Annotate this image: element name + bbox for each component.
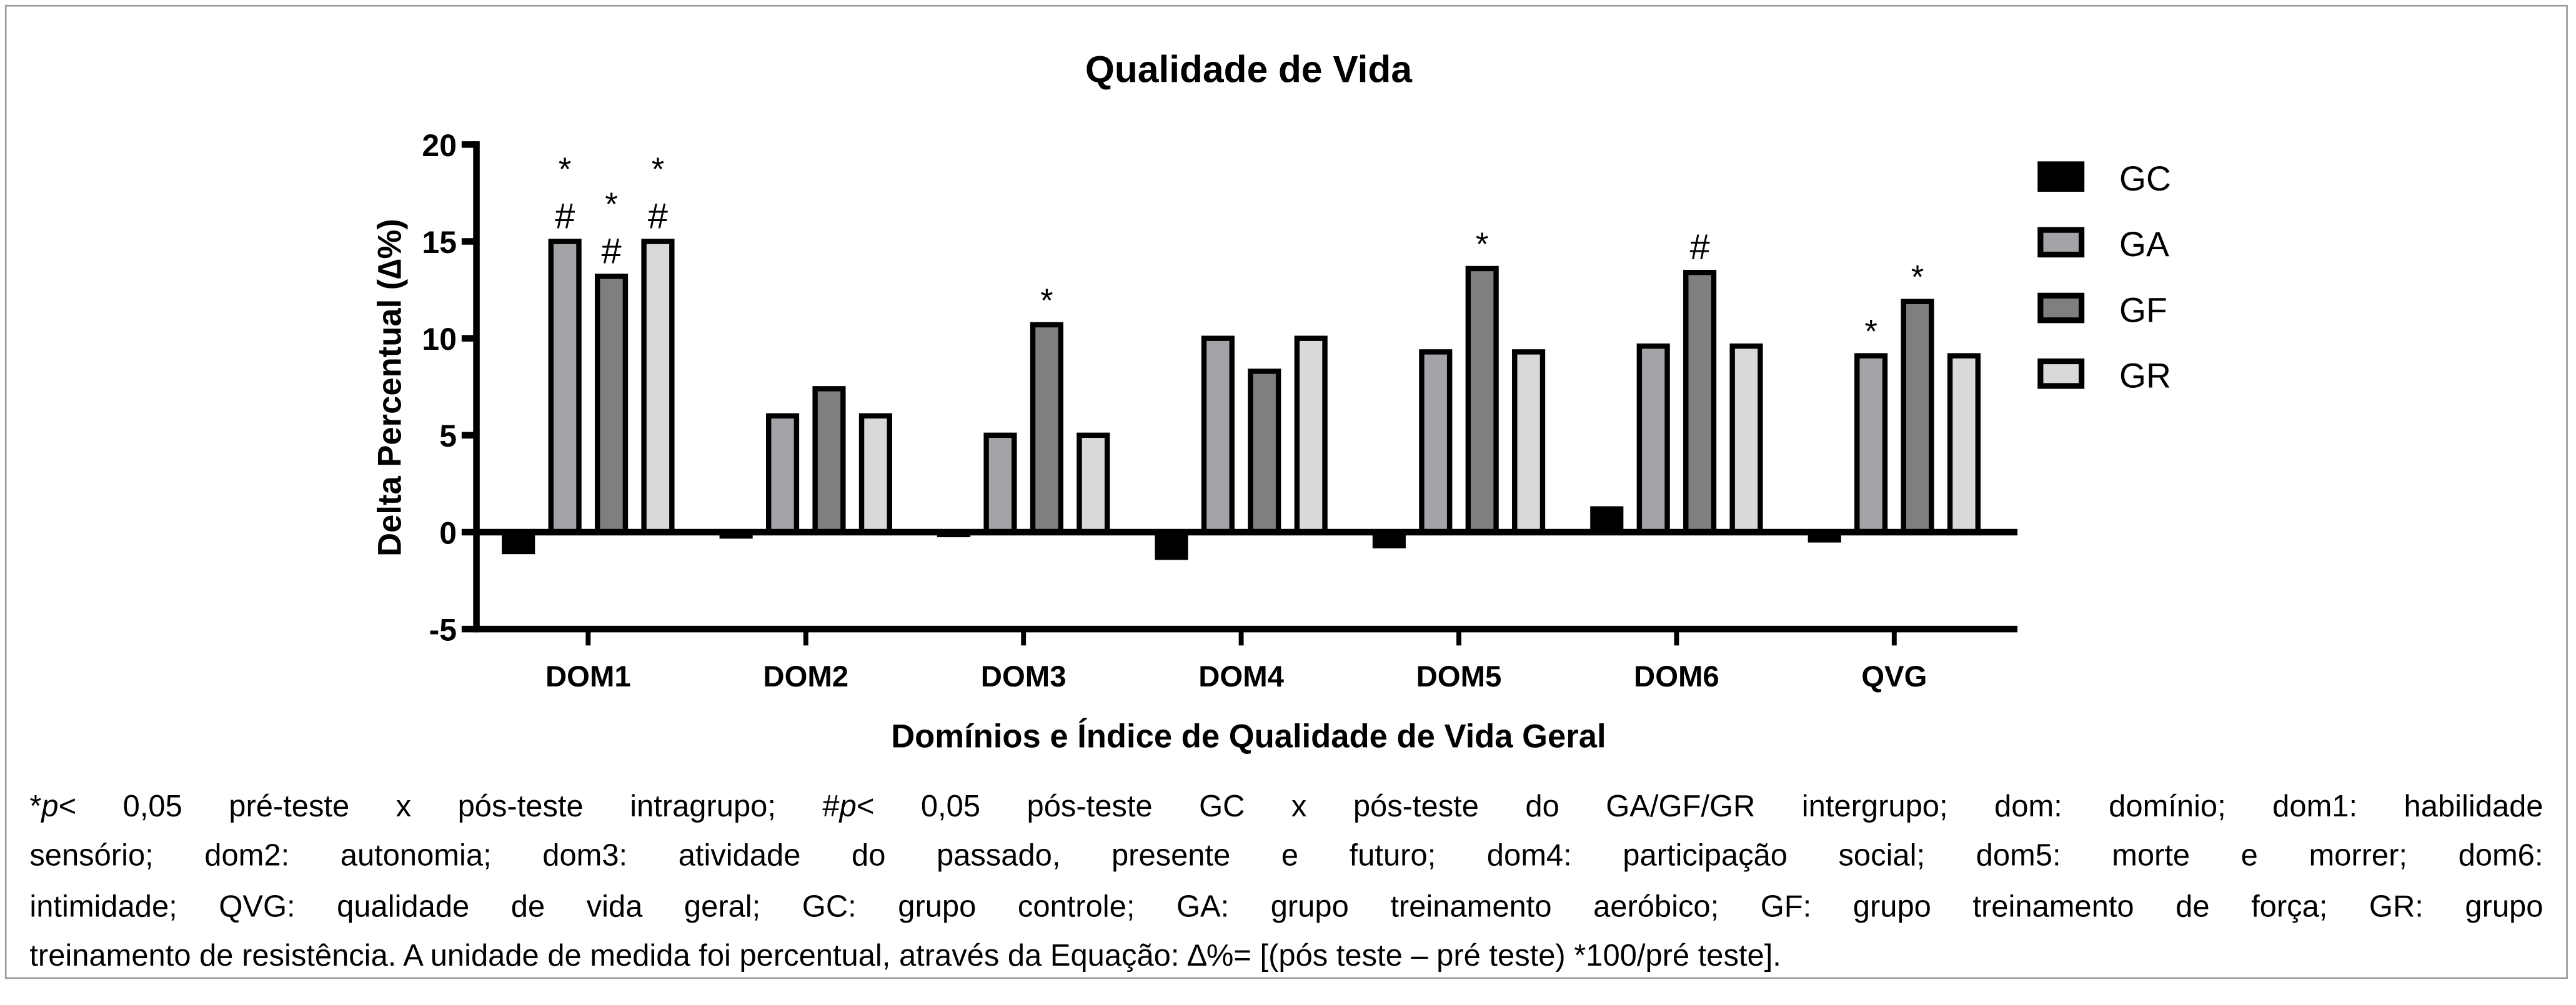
legend-label-ga: GA bbox=[2119, 225, 2169, 264]
x-tick-label: DOM6 bbox=[1634, 660, 1719, 693]
caption-italic-p: p bbox=[839, 788, 857, 823]
legend-swatch-gr bbox=[2037, 358, 2085, 389]
bar-ga-dom6 bbox=[1636, 343, 1670, 535]
caption-italic-p: p bbox=[41, 788, 59, 823]
bar-ga-qvg bbox=[1854, 353, 1888, 535]
caption-text: * bbox=[29, 788, 42, 823]
bar-gf-dom5 bbox=[1465, 265, 1499, 535]
bar-gr-qvg bbox=[1947, 353, 1981, 535]
bar-ga-dom1 bbox=[548, 239, 582, 535]
significance-hash: # bbox=[1690, 227, 1710, 267]
significance-asterisk: * bbox=[1040, 282, 1053, 319]
bar-gr-dom4 bbox=[1294, 335, 1328, 535]
legend-label-gc: GC bbox=[2119, 159, 2171, 198]
significance-hash: # bbox=[555, 197, 575, 237]
bar-ga-dom4 bbox=[1201, 335, 1235, 535]
bar-ga-dom2 bbox=[766, 413, 800, 535]
bar-gr-dom1 bbox=[641, 239, 675, 535]
x-tick-label: DOM5 bbox=[1416, 660, 1502, 693]
caption-text: sensório; dom2: autonomia; dom3: ativida… bbox=[29, 838, 2544, 873]
legend-label-gf: GF bbox=[2119, 290, 2167, 329]
bar-gf-qvg bbox=[1901, 299, 1934, 535]
y-tick-label: 15 bbox=[422, 225, 457, 260]
figure-border bbox=[4, 4, 2568, 979]
significance-asterisk: * bbox=[605, 186, 617, 223]
bar-gr-dom6 bbox=[1729, 343, 1763, 535]
bar-gr-dom2 bbox=[858, 413, 892, 535]
y-tick-label: 5 bbox=[439, 418, 457, 453]
bar-ga-dom5 bbox=[1419, 349, 1453, 535]
significance-asterisk: * bbox=[652, 151, 664, 188]
bar-gr-dom5 bbox=[1512, 349, 1546, 535]
bar-gc-dom6 bbox=[1590, 506, 1624, 535]
caption-line: *p< 0,05 pré-teste x pós-teste intragrup… bbox=[29, 782, 2543, 832]
x-axis-label: Domínios e Índice de Qualidade de Vida G… bbox=[891, 718, 1606, 755]
bar-ga-dom3 bbox=[983, 432, 1017, 535]
legend-swatch-gc bbox=[2037, 161, 2085, 192]
x-tick-label: DOM2 bbox=[763, 660, 848, 693]
caption-text: < 0,05 pós-teste GC x pós-teste do GA/GF… bbox=[856, 788, 2544, 823]
significance-hash: # bbox=[648, 197, 668, 237]
figure-caption: *p< 0,05 pré-teste x pós-teste intragrup… bbox=[29, 782, 2543, 981]
legend-label-gr: GR bbox=[2119, 357, 2171, 395]
y-tick-label: 20 bbox=[422, 128, 457, 163]
significance-asterisk: * bbox=[1476, 226, 1488, 263]
bar-gf-dom4 bbox=[1248, 369, 1281, 535]
bar-gf-dom6 bbox=[1683, 269, 1717, 535]
caption-text: intimidade; QVG: qualidade de vida geral… bbox=[29, 888, 2544, 923]
bar-gf-dom1 bbox=[595, 274, 629, 535]
y-tick-label: 0 bbox=[439, 515, 457, 550]
y-axis-label: Delta Percentual (∆%) bbox=[372, 219, 409, 557]
chart-title: Qualidade de Vida bbox=[1085, 47, 1413, 90]
x-tick-label: DOM4 bbox=[1198, 660, 1284, 693]
significance-asterisk: * bbox=[559, 151, 571, 188]
caption-line: treinamento de resistência. A unidade de… bbox=[29, 931, 2543, 981]
x-tick-label: DOM3 bbox=[981, 660, 1067, 693]
caption-text: < 0,05 pré-teste x pós-teste intragrupo;… bbox=[58, 788, 840, 823]
significance-asterisk: * bbox=[1864, 314, 1877, 350]
bar-gf-dom3 bbox=[1030, 322, 1063, 535]
legend-swatch-ga bbox=[2037, 227, 2085, 258]
bar-gc-dom4 bbox=[1155, 529, 1188, 560]
caption-text: treinamento de resistência. A unidade de… bbox=[29, 938, 1781, 973]
y-tick-label: -5 bbox=[429, 613, 457, 648]
legend-swatch-gf bbox=[2037, 292, 2085, 324]
bar-gf-dom2 bbox=[812, 386, 846, 535]
x-tick-label: DOM1 bbox=[545, 660, 631, 693]
bar-chart: Qualidade de Vida Delta Percentual (∆%) … bbox=[372, 47, 2171, 755]
significance-hash: # bbox=[601, 231, 621, 271]
significance-asterisk: * bbox=[1911, 259, 1924, 296]
x-tick-label: QVG bbox=[1861, 660, 1927, 693]
bar-gr-dom3 bbox=[1077, 432, 1110, 535]
caption-line: sensório; dom2: autonomia; dom3: ativida… bbox=[29, 831, 2543, 881]
caption-line: intimidade; QVG: qualidade de vida geral… bbox=[29, 881, 2543, 931]
y-tick-label: 10 bbox=[422, 322, 457, 357]
